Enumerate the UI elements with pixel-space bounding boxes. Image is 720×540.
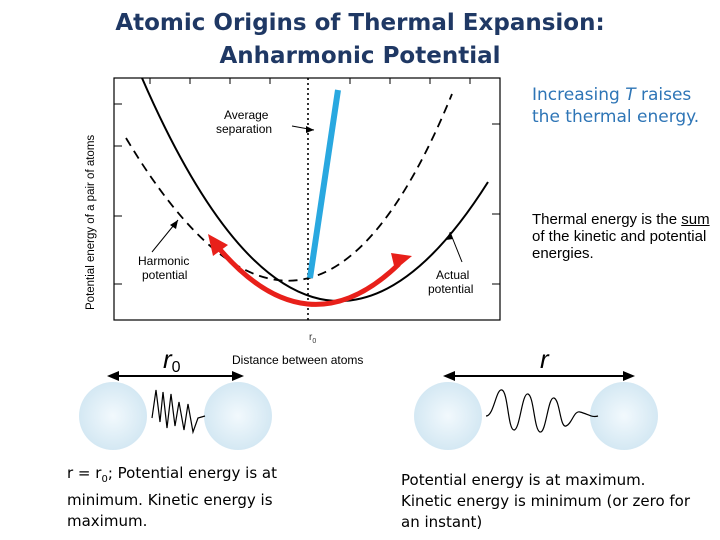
thermal-energy-arc	[215, 244, 401, 307]
thermal-energy-note: Thermal energy is the sum of the kinetic…	[532, 211, 710, 262]
avg-sep-label-1: Average	[224, 108, 269, 122]
vibration-squiggle-left	[151, 389, 206, 435]
left-caption: r = r0; Potential energy is at minimum. …	[67, 464, 277, 530]
atom-left-1	[79, 382, 147, 450]
vibration-squiggle-right	[485, 389, 599, 433]
potential-energy-graph: Potential energy of a pair of atoms Aver…	[85, 77, 501, 367]
actual-label-2: potential	[428, 282, 473, 296]
title-line-2: Anharmonic Potential	[219, 43, 501, 69]
red-arrowhead-right	[391, 253, 412, 270]
atom-left-2	[204, 382, 272, 450]
x-axis-label: Distance between atoms	[232, 353, 363, 367]
atom-pairs: r0 r	[79, 344, 658, 450]
r0-tick-label: r0	[309, 332, 316, 345]
actual-potential-curve	[141, 77, 489, 302]
annotation-arrows	[151, 125, 463, 263]
y-axis-label: Potential energy of a pair of atoms	[85, 135, 97, 310]
atom-right-2	[590, 382, 658, 450]
red-arrowhead-left	[208, 234, 228, 256]
avg-sep-label-2: separation	[216, 122, 272, 136]
top-ticks	[149, 78, 471, 84]
title-line-1: Atomic Origins of Thermal Expansion:	[115, 10, 605, 36]
harmonic-label-2: potential	[142, 268, 187, 282]
plot-frame	[113, 77, 501, 321]
left-ticks	[114, 103, 500, 285]
harmonic-label-1: Harmonic	[138, 254, 189, 268]
r-label: r	[540, 344, 550, 374]
average-separation-bar	[307, 89, 341, 279]
actual-label-1: Actual	[436, 268, 469, 282]
increasing-t-note: Increasing T raises the thermal energy.	[532, 85, 700, 127]
harmonic-potential-curve	[125, 93, 453, 282]
r0-label: r0	[163, 344, 181, 376]
right-caption: Potential energy is at maximum. Kinetic …	[401, 471, 691, 531]
atom-right-1	[414, 382, 482, 450]
